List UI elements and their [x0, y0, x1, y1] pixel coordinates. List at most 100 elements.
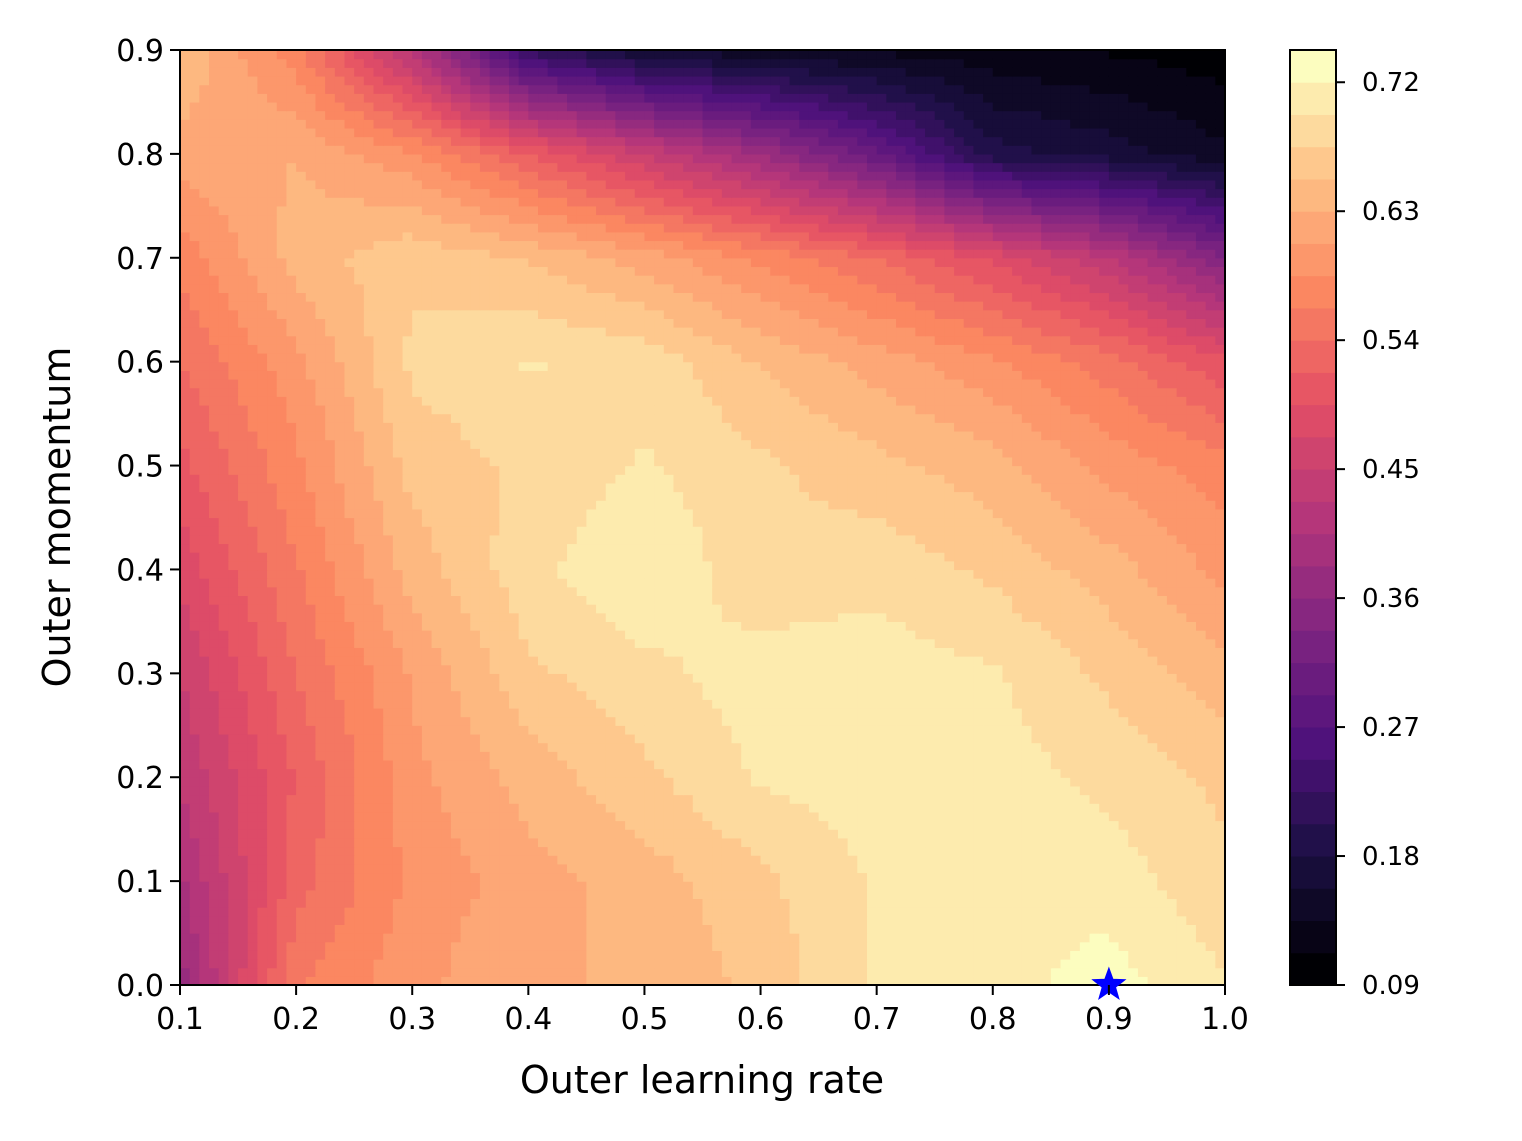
contour-cell-2119 [828, 803, 839, 813]
contour-cell-4855 [944, 595, 955, 605]
contour-cell-2441 [1041, 777, 1052, 787]
contour-cell-3933 [267, 638, 278, 648]
contour-cell-3482 [896, 751, 907, 761]
contour-cell-4164 [296, 569, 307, 579]
contour-cell-4163 [402, 578, 413, 588]
contour-cell-1675 [479, 811, 491, 822]
contour-cell-1284 [1108, 881, 1120, 891]
contour-cell-261 [383, 898, 394, 908]
contour-cell-607 [712, 959, 723, 969]
contour-cell-2327 [1099, 863, 1110, 874]
contour-cell-2337 [1079, 855, 1091, 865]
contour-cell-416 [489, 889, 500, 900]
contour-cell-3131 [634, 699, 646, 709]
contour-cell-3122 [547, 699, 558, 709]
contour-cell-291 [441, 976, 452, 985]
contour-cell-3393 [847, 716, 858, 726]
contour-cell-998 [896, 881, 907, 891]
contour-cell-2211 [905, 837, 916, 848]
contour-cell-601 [654, 959, 665, 969]
contour-cell-3325 [770, 759, 781, 770]
contour-cell-3161 [576, 673, 587, 683]
contour-cell-582 [702, 976, 713, 985]
contour-cell-4507 [712, 638, 723, 648]
contour-cell-2043 [789, 855, 800, 865]
contour-cell-1996 [683, 785, 694, 796]
contour-cell-778 [857, 941, 868, 951]
contour-cell-3669 [1079, 725, 1091, 735]
contour-cell-2113 [770, 803, 781, 813]
contour-cell-1100 [1070, 915, 1081, 925]
contour-cell-1496 [373, 837, 384, 848]
contour-cell-4536 [644, 612, 655, 622]
contour-cell-683 [750, 907, 762, 917]
contour-cell-818 [779, 907, 791, 917]
contour-cell-1379 [286, 820, 297, 830]
contour-cell-3513 [963, 733, 975, 744]
contour-cell-4364 [605, 638, 617, 648]
contour-cell-2015 [750, 777, 762, 787]
contour-cell-1260 [1108, 898, 1120, 908]
contour-cell-2926 [508, 742, 520, 752]
contour-cell-2469 [1195, 863, 1207, 874]
contour-cell-3644 [1070, 742, 1081, 752]
contour-cell-4316 [489, 569, 500, 579]
contour-cell-2135 [866, 794, 878, 804]
contour-cell-425 [460, 881, 471, 891]
contour-cell-1731 [557, 872, 568, 882]
contour-cell-2088 [760, 820, 771, 830]
contour-cell-2478 [1166, 855, 1178, 865]
contour-cell-2111 [866, 811, 878, 822]
contour-cell-1071 [1021, 933, 1033, 943]
contour-cell-169 [305, 959, 317, 969]
contour-cell-2199 [905, 846, 916, 856]
contour-cell-1898 [663, 855, 675, 865]
contour-cell-1651 [479, 829, 491, 839]
contour-cell-3918 [238, 647, 249, 657]
contour-cell-1088 [1070, 924, 1081, 934]
contour-cell-1562 [315, 785, 326, 796]
contour-cell-4875 [905, 578, 916, 588]
contour-cell-2266 [973, 803, 984, 813]
contour-cell-3516 [876, 725, 887, 735]
contour-cell-1630 [508, 846, 520, 856]
contour-cell-3058 [625, 751, 636, 761]
contour-cell-4028 [257, 569, 268, 579]
contour-cell-4429 [538, 586, 549, 597]
contour-cell-1187 [1215, 959, 1225, 969]
contour-cell-2125 [770, 794, 781, 804]
contour-cell-2859 [325, 681, 336, 692]
contour-cell-1547 [402, 803, 413, 813]
contour-cell-3934 [276, 638, 288, 648]
contour-cell-1791 [557, 829, 568, 839]
contour-cell-4305 [499, 578, 510, 588]
contour-cell-3887 [1215, 673, 1225, 683]
contour-cell-2643 [209, 733, 220, 744]
contour-cell-2329 [1002, 855, 1013, 865]
contour-cell-4307 [518, 578, 529, 588]
contour-cell-3177 [731, 768, 742, 778]
contour-cell-4187 [518, 664, 529, 674]
contour-cell-4389 [615, 621, 626, 631]
contour-cell-2562 [1166, 794, 1178, 804]
contour-cell-2315 [1099, 872, 1110, 882]
contour-cell-937 [886, 924, 897, 934]
contour-cell-4454 [547, 569, 558, 579]
contour-cell-2245 [886, 811, 897, 822]
contour-cell-3425 [808, 690, 820, 700]
contour-cell-2241 [963, 820, 975, 830]
contour-cell-1048 [1031, 950, 1042, 960]
contour-cell-4992 [992, 595, 1004, 605]
contour-cell-108 [180, 898, 191, 908]
contour-cell-2114 [779, 803, 791, 813]
contour-cell-2078 [779, 829, 791, 839]
contour-cell-4814 [896, 621, 907, 631]
contour-cell-990 [934, 889, 945, 900]
contour-cell-1476 [296, 846, 307, 856]
contour-cell-4879 [944, 578, 955, 588]
contour-cell-4637 [808, 647, 820, 657]
contour-cell-4757 [925, 664, 936, 674]
contour-cell-4306 [508, 578, 520, 588]
contour-cell-4086 [354, 630, 365, 640]
contour-cell-2274 [934, 794, 945, 804]
